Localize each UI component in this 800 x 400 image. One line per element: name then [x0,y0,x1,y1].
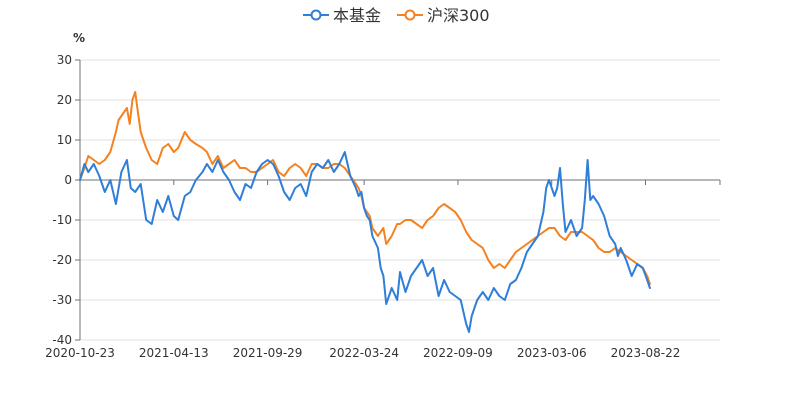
series-line-index[interactable] [79,91,651,285]
x-tick-label: 2020-10-23 [45,346,115,360]
y-tick-label: -30 [52,293,72,307]
y-tick-label: 10 [57,133,72,147]
y-tick-label: -20 [52,253,72,267]
legend-label-fund: 本基金 [333,6,381,25]
x-tick-label: 2021-04-13 [139,346,209,360]
x-tick-label: 2021-09-29 [233,346,303,360]
y-axis-unit-label: % [73,31,85,45]
legend-label-index: 沪深300 [427,6,490,25]
y-axis: 30 20 10 0 -10 -20 -30 -40 [52,53,81,347]
series-line-fund[interactable] [79,151,651,333]
legend[interactable]: 本基金 沪深300 [303,6,490,25]
y-tick-label: -10 [52,213,72,227]
x-tick-label: 2022-03-24 [329,346,399,360]
legend-item-index[interactable]: 沪深300 [397,6,490,25]
series-layer [79,91,651,333]
y-tick-label: -40 [52,333,72,347]
x-tick-label: 2022-09-09 [423,346,493,360]
y-tick-label: 0 [64,173,72,187]
x-axis: 2020-10-23 2021-04-13 2021-09-29 2022-03-24… [45,179,721,360]
y-tick-label: 30 [57,53,72,67]
y-tick-label: 20 [57,93,72,107]
grid [80,59,720,341]
x-tick-label: 2023-03-06 [517,346,587,360]
legend-item-fund[interactable]: 本基金 [303,6,381,25]
x-tick-label: 2023-08-22 [611,346,681,360]
